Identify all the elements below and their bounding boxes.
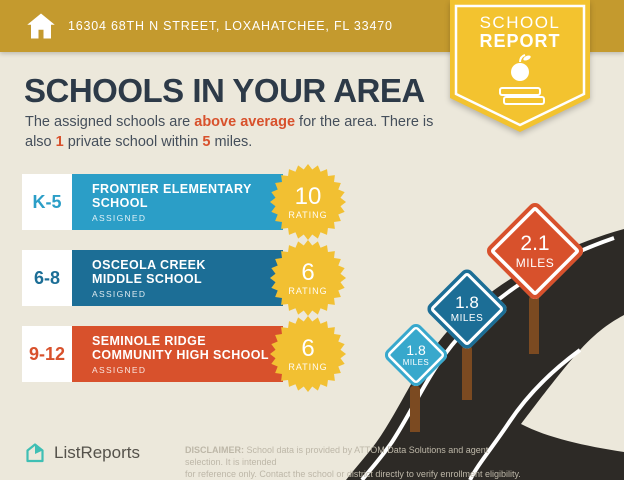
rating-label: RATING (288, 361, 328, 372)
emphasis-miles: 5 (202, 134, 211, 150)
ribbon-title-line1: SCHOOL (479, 13, 561, 32)
grade-range-badge: K-5 (22, 174, 72, 230)
school-name-bar: OSCEOLA CREEK MIDDLE SCHOOL ASSIGNED (72, 250, 283, 306)
sign-distance-value: 2.1 (520, 232, 550, 256)
school-row-elementary: K-5 FRONTIER ELEMENTARY SCHOOL ASSIGNED 1… (22, 164, 352, 240)
ribbon-shape (450, 0, 590, 132)
book-icon (499, 87, 545, 105)
sign-distance-unit: MILES (515, 255, 555, 270)
school-row-high: 9-12 SEMINOLE RIDGE COMMUNITY HIGH SCHOOL… (22, 316, 352, 392)
rating-label: RATING (288, 285, 328, 296)
ribbon-title-line2: REPORT (479, 31, 561, 51)
assignment-status: ASSIGNED (92, 212, 147, 223)
school-row-middle: 6-8 OSCEOLA CREEK MIDDLE SCHOOL ASSIGNED … (22, 240, 352, 316)
sign-post (410, 386, 420, 432)
distance-sign-middle: 1.8 MILES (424, 266, 510, 352)
listreports-logo: ListReports (24, 442, 140, 464)
property-address: 16304 68TH N STREET, LOXAHATCHEE, FL 334… (68, 19, 393, 33)
sign-post (529, 296, 539, 354)
school-name-bar: SEMINOLE RIDGE COMMUNITY HIGH SCHOOL ASSI… (72, 326, 283, 382)
sign-distance-unit: MILES (450, 312, 484, 324)
summary-text: The assigned schools are above average f… (25, 114, 434, 150)
apple-icon (511, 54, 531, 81)
rating-value: 6 (301, 334, 315, 362)
school-report-ribbon: SCHOOL REPORT (450, 0, 590, 134)
assignment-status: ASSIGNED (92, 364, 147, 375)
school-name-bar: FRONTIER ELEMENTARY SCHOOL ASSIGNED (72, 174, 283, 230)
rating-starburst: 6 RATING (270, 240, 346, 316)
sign-post (462, 346, 472, 400)
grade-range-badge: 6-8 (22, 250, 72, 306)
rating-value: 6 (301, 258, 315, 286)
assignment-status: ASSIGNED (92, 288, 147, 299)
grade-range-badge: 9-12 (22, 326, 72, 382)
school-name: SEMINOLE RIDGE COMMUNITY HIGH SCHOOL (92, 333, 269, 363)
rating-starburst: 6 RATING (270, 316, 346, 392)
rating-label: RATING (288, 209, 328, 220)
rating-starburst: 10 RATING (270, 164, 346, 240)
distance-sign-elementary: 1.8 MILES (382, 321, 450, 389)
emphasis-private-count: 1 (55, 134, 64, 150)
emphasis-above-average: above average (194, 114, 296, 130)
sign-distance-value: 1.8 (455, 293, 479, 313)
disclaimer-text: DISCLAIMER: School data is provided by A… (185, 445, 521, 480)
school-name: OSCEOLA CREEK MIDDLE SCHOOL (92, 257, 206, 287)
sign-distance-unit: MILES (402, 358, 430, 368)
brand-name: ListReports (54, 443, 140, 462)
page-title: SCHOOLS IN YOUR AREA (24, 72, 425, 109)
sign-distance-value: 1.8 (406, 341, 426, 358)
school-name: FRONTIER ELEMENTARY SCHOOL (92, 181, 252, 211)
home-icon (27, 13, 55, 39)
rating-value: 10 (294, 182, 322, 210)
listreports-house-icon (26, 443, 44, 463)
distance-sign-high: 2.1 MILES (484, 200, 586, 302)
